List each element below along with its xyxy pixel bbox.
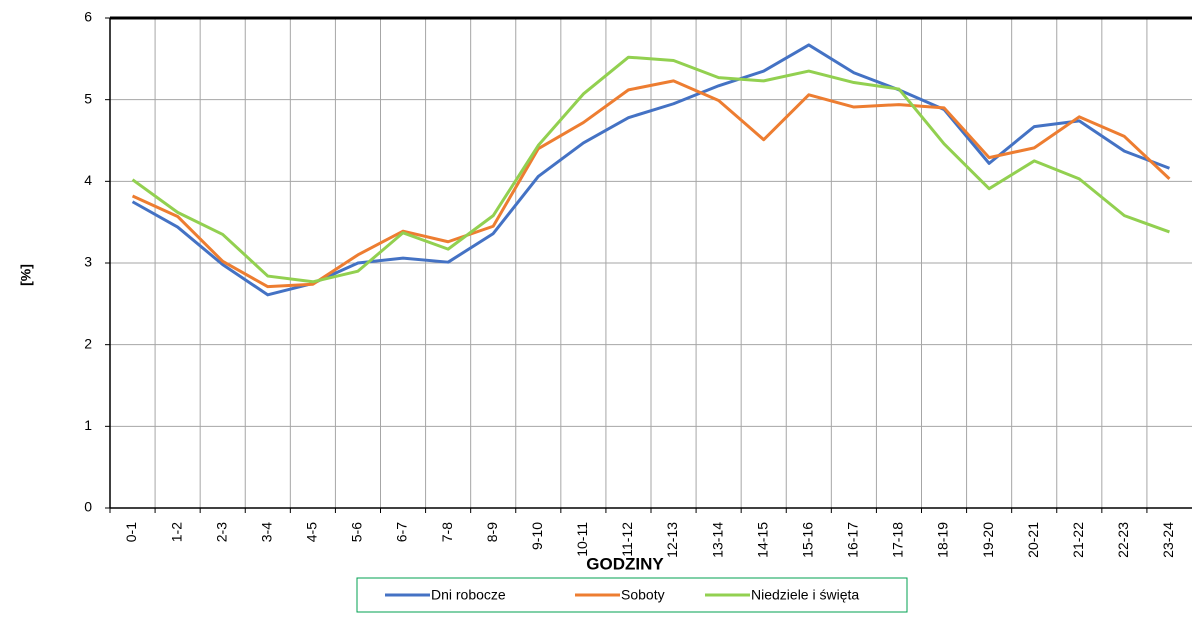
x-tick-label: 14-15 <box>754 522 770 558</box>
legend-label: Dni robocze <box>431 587 506 603</box>
x-tick-label: 8-9 <box>484 522 500 542</box>
x-tick-label: 15-16 <box>799 522 815 558</box>
x-tick-label: 0-1 <box>123 522 139 542</box>
x-tick-label: 11-12 <box>619 522 635 557</box>
x-tick-label: 4-5 <box>304 522 320 542</box>
y-tick-label: 0 <box>84 499 92 515</box>
x-tick-label: 23-24 <box>1160 522 1176 558</box>
series-line <box>131 55 1170 284</box>
y-tick-label: 6 <box>84 9 92 25</box>
x-tick-label: 2-3 <box>213 522 229 542</box>
series-line <box>131 79 1171 289</box>
x-tick-label: 20-21 <box>1025 522 1041 558</box>
y-tick-label: 5 <box>84 90 92 106</box>
x-tick-label: 9-10 <box>529 522 545 550</box>
x-tick-label: 19-20 <box>980 522 996 558</box>
y-tick-label: 4 <box>84 172 92 188</box>
legend-box <box>356 577 908 613</box>
x-tick-label: 12-13 <box>664 522 680 558</box>
x-tick-label: 17-18 <box>890 522 906 558</box>
x-tick-label: 21-22 <box>1070 522 1086 558</box>
x-tick-label: 18-19 <box>935 522 951 558</box>
x-tick-label: 5-6 <box>349 522 365 542</box>
x-tick-label: 16-17 <box>845 522 861 558</box>
x-tick-label: 3-4 <box>258 522 274 542</box>
y-tick-label: 1 <box>84 417 92 433</box>
x-tick-label: 22-23 <box>1115 522 1131 558</box>
x-tick-label: 7-8 <box>439 522 455 542</box>
x-axis-title: GODZINY <box>586 554 664 573</box>
legend-label: Soboty <box>621 587 665 603</box>
x-tick-label: 13-14 <box>709 522 725 558</box>
y-tick-label: 3 <box>84 254 92 270</box>
x-tick-label: 1-2 <box>168 522 184 542</box>
y-axis-title: [%] <box>18 264 34 286</box>
legend-label: Niedziele i święta <box>751 587 859 603</box>
x-tick-label: 6-7 <box>394 522 410 542</box>
y-tick-label: 2 <box>84 335 92 351</box>
x-tick-label: 10-11 <box>574 522 590 557</box>
